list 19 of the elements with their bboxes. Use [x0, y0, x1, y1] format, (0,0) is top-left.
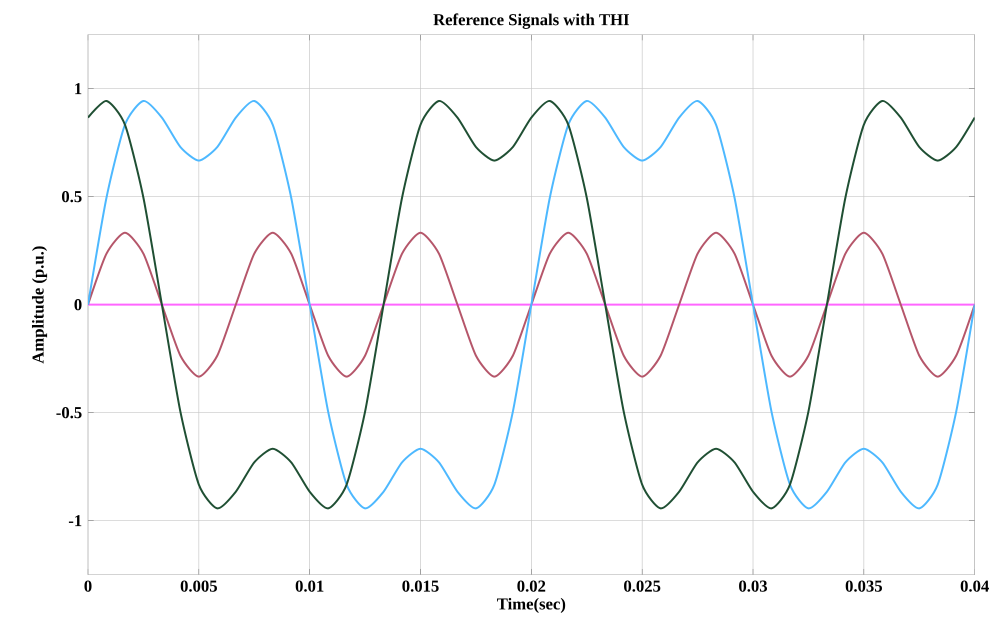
- x-tick-label: 0.03: [739, 580, 768, 592]
- x-tick-label: 0: [84, 580, 92, 592]
- chart-title: Reference Signals with THI: [433, 13, 629, 29]
- line-series: [88, 100, 975, 510]
- x-tick-label: 0.035: [846, 580, 882, 592]
- y-tick-label: -0.5: [56, 406, 82, 418]
- y-tick-label: -1: [68, 515, 82, 526]
- y-tick-label: 0: [74, 298, 82, 310]
- y-tick-label: 0.5: [62, 190, 82, 202]
- x-tick-label: 0.025: [624, 580, 660, 592]
- x-tick-label: 0.005: [180, 580, 217, 592]
- y-tick-label: 1: [75, 83, 82, 94]
- x-tick-label: 0.04: [960, 580, 989, 592]
- x-tick-label: 0.01: [296, 580, 324, 592]
- y-axis-title: Amplitude (p.u.): [32, 246, 48, 364]
- x-tick-label: 0.02: [517, 580, 546, 592]
- line-series: [88, 232, 975, 378]
- x-tick-label: 0.015: [402, 580, 439, 592]
- x-axis-title: Time(sec): [497, 598, 566, 613]
